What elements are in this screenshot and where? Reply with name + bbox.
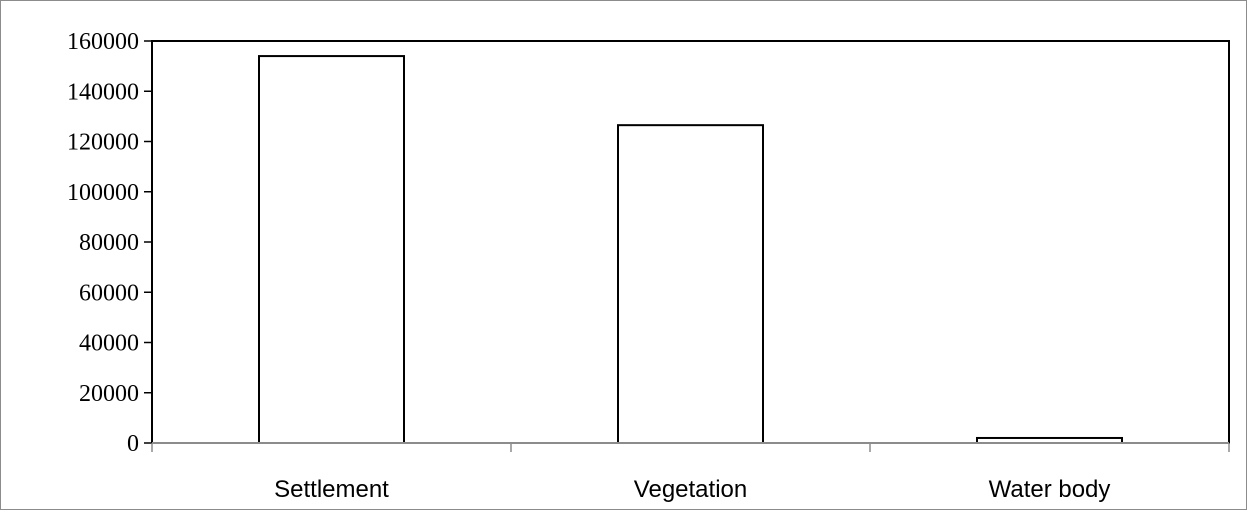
y-tick-label: 140000 [67, 79, 139, 105]
x-tick-label: Settlement [274, 476, 389, 503]
x-axis: Settlement Vegetation Water body [151, 442, 1230, 503]
y-tick-label: 120000 [67, 130, 139, 156]
bar-settlement [258, 55, 405, 444]
y-axis: 0 20000 40000 60000 80000 100000 120000 140000 1… [67, 29, 152, 457]
bar-vegetation [617, 124, 764, 444]
y-tick-label: 0 [127, 431, 139, 457]
y-tick-label: 60000 [79, 280, 139, 306]
x-tick-label: Vegetation [634, 476, 747, 503]
y-tick-label: 40000 [79, 331, 139, 357]
x-tick-label: Water body [989, 476, 1111, 503]
y-tick-label: 20000 [79, 381, 139, 407]
y-tick-label: 80000 [79, 230, 139, 256]
y-tick-label: 100000 [67, 180, 139, 206]
bars [258, 55, 1123, 445]
y-tick-label: 160000 [67, 29, 139, 55]
